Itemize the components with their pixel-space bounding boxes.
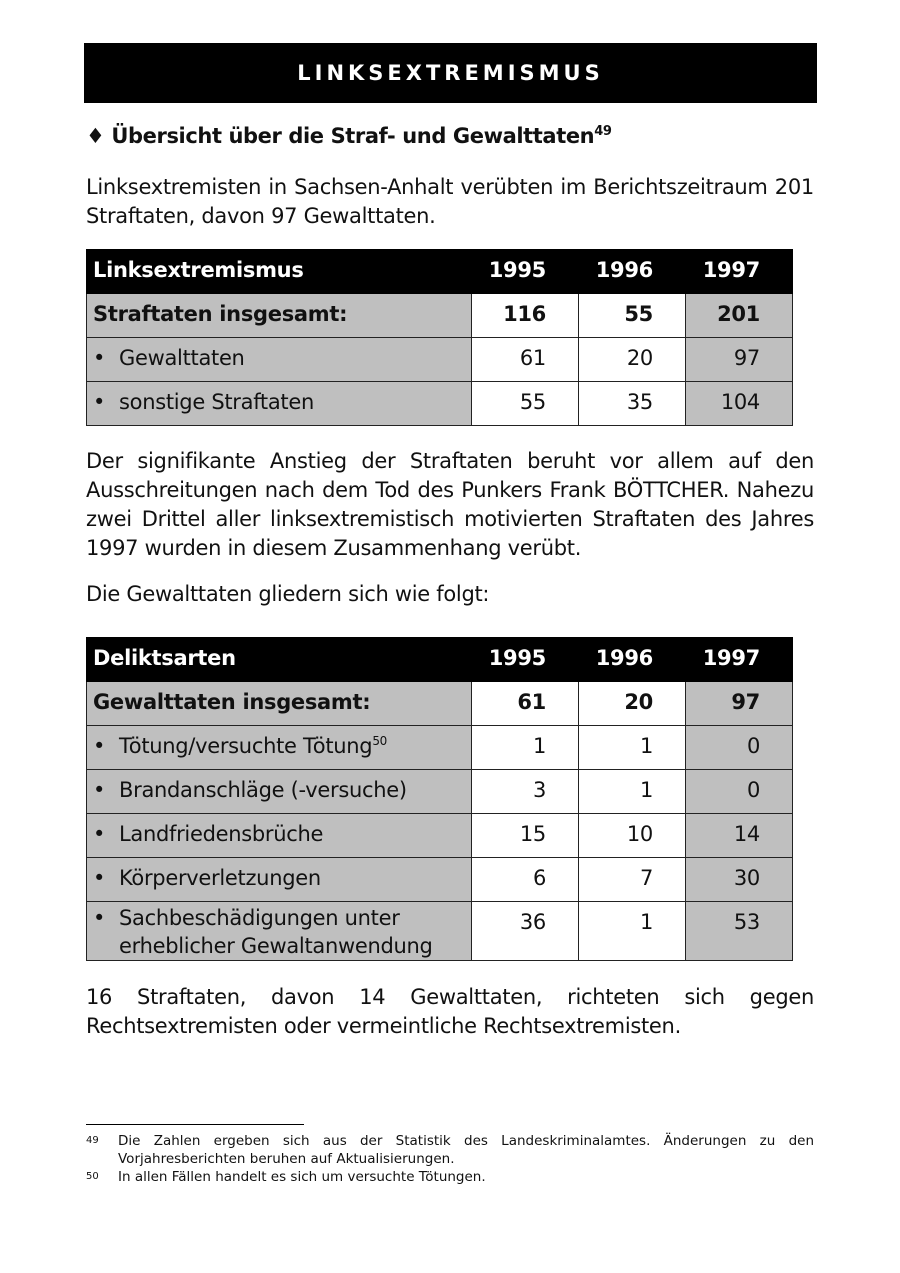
header-cell: Linksextremismus: [86, 249, 472, 294]
header-cell: 1997: [685, 637, 793, 682]
cell: 20: [578, 337, 686, 382]
table-row: • Körperverletzungen 6 7 30: [86, 857, 793, 902]
cell: 7: [578, 857, 686, 902]
paragraph-rechtsextremisten: 16 Straftaten, davon 14 Gewalttaten, ric…: [86, 985, 814, 1038]
cell: 15: [471, 813, 579, 858]
cell: 97: [685, 337, 793, 382]
row-label: • Sachbeschädigungen unter erheblicher Ge…: [86, 901, 472, 961]
cell: 97: [685, 681, 793, 726]
cell: 1: [578, 769, 686, 814]
table-row: • Brandanschläge (-versuche) 3 1 0: [86, 769, 793, 814]
cell: 0: [685, 725, 793, 770]
cell: 116: [471, 293, 579, 338]
footnote-50: 50 In allen Fällen handelt es sich um ve…: [86, 1169, 486, 1185]
table-header: Linksextremismus 1995 1996 1997: [86, 249, 793, 294]
cell: 6: [471, 857, 579, 902]
table-row: • Tötung/versuchte Tötung50 1 1 0: [86, 725, 793, 770]
cell: 20: [578, 681, 686, 726]
table-deliktsarten: Deliktsarten 1995 1996 1997 Gewalttaten …: [86, 637, 793, 961]
footnote-ref[interactable]: 50: [372, 734, 387, 748]
header-cell: 1995: [471, 637, 579, 682]
cell: 1: [471, 725, 579, 770]
header-cell: Deliktsarten: [86, 637, 472, 682]
cell: 201: [685, 293, 793, 338]
table-header: Deliktsarten 1995 1996 1997: [86, 637, 793, 682]
section-banner: LINKSEXTREMISMUS: [84, 43, 817, 103]
table-row-total: Straftaten insgesamt: 116 55 201: [86, 293, 793, 338]
row-label: • sonstige Straftaten: [86, 381, 472, 426]
table-row: • Gewalttaten 61 20 97: [86, 337, 793, 382]
paragraph-anstieg: Der signifikante Anstieg der Straftaten …: [86, 449, 814, 560]
row-label: • Körperverletzungen: [86, 857, 472, 902]
footnote-divider: [86, 1124, 304, 1125]
cell: 14: [685, 813, 793, 858]
table-straftaten: Linksextremismus 1995 1996 1997 Straftat…: [86, 249, 793, 426]
header-cell: 1997: [685, 249, 793, 294]
cell: 55: [578, 293, 686, 338]
footnote-49: 49 Die Zahlen ergeben sich aus der Stati…: [86, 1133, 814, 1167]
row-label: • Landfriedensbrüche: [86, 813, 472, 858]
heading-text: Übersicht über die Straf- und Gewalttate…: [111, 124, 595, 148]
cell: 55: [471, 381, 579, 426]
diamond-bullet-icon: ♦: [86, 124, 105, 148]
cell: 36: [471, 901, 579, 961]
header-cell: 1995: [471, 249, 579, 294]
section-heading: ♦ Übersicht über die Straf- und Gewaltta…: [86, 124, 612, 148]
cell: 1: [578, 901, 686, 961]
cell: 3: [471, 769, 579, 814]
header-cell: 1996: [578, 637, 686, 682]
cell: 104: [685, 381, 793, 426]
cell: 53: [685, 901, 793, 961]
cell: 0: [685, 769, 793, 814]
table-row: • Sachbeschädigungen unter erheblicher Ge…: [86, 901, 793, 961]
row-label: • Brandanschläge (-versuche): [86, 769, 472, 814]
cell: 35: [578, 381, 686, 426]
cell: 61: [471, 681, 579, 726]
cell: 61: [471, 337, 579, 382]
table-row: • sonstige Straftaten 55 35 104: [86, 381, 793, 426]
table-row: • Landfriedensbrüche 15 10 14: [86, 813, 793, 858]
table-row-total: Gewalttaten insgesamt: 61 20 97: [86, 681, 793, 726]
paragraph-intro: Linksextremisten in Sachsen-Anhalt verüb…: [86, 175, 814, 228]
row-label: Gewalttaten insgesamt:: [86, 681, 472, 726]
footnote-ref[interactable]: 49: [594, 124, 612, 139]
header-cell: 1996: [578, 249, 686, 294]
row-label: • Tötung/versuchte Tötung50: [86, 725, 472, 770]
paragraph-gliederung: Die Gewalttaten gliedern sich wie folgt:: [86, 582, 490, 606]
cell: 1: [578, 725, 686, 770]
row-label: Straftaten insgesamt:: [86, 293, 472, 338]
row-label: • Gewalttaten: [86, 337, 472, 382]
cell: 30: [685, 857, 793, 902]
cell: 10: [578, 813, 686, 858]
